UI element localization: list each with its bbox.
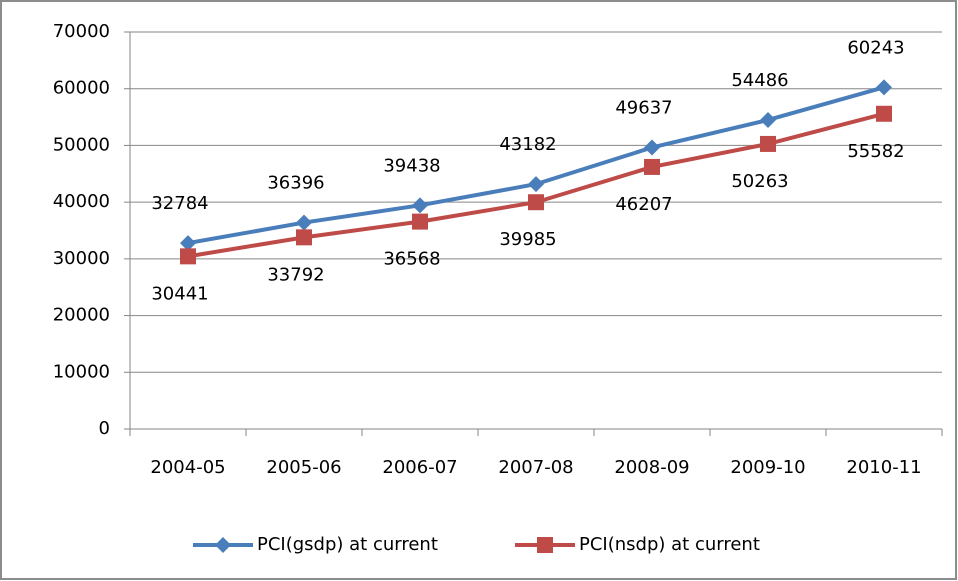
data-point (296, 214, 312, 231)
data-point (760, 111, 776, 128)
data-point (528, 176, 544, 193)
data-label: 39438 (383, 155, 440, 176)
y-tick-label: 50000 (53, 134, 110, 155)
data-label: 50263 (731, 171, 788, 192)
data-label: 46207 (615, 194, 672, 215)
data-label: 39985 (499, 229, 556, 250)
x-tick-label: 2007-08 (498, 457, 573, 478)
x-tick-label: 2004-05 (150, 457, 225, 478)
data-point (528, 194, 544, 211)
x-tick-label: 2010-11 (846, 457, 921, 478)
legend-label: PCI(nsdp) at current (579, 534, 760, 555)
y-tick-label: 60000 (53, 78, 110, 99)
data-label: 36568 (383, 249, 440, 270)
data-label: 32784 (151, 193, 208, 214)
data-point (412, 213, 428, 230)
data-label: 60243 (847, 37, 904, 58)
data-label: 43182 (499, 134, 556, 155)
data-point (644, 158, 660, 175)
y-tick-label: 70000 (53, 21, 110, 42)
data-point (180, 248, 196, 265)
data-point (760, 135, 776, 152)
data-point (180, 235, 196, 252)
data-label: 36396 (267, 173, 324, 194)
data-label: 30441 (151, 283, 208, 304)
y-tick-label: 10000 (53, 361, 110, 382)
data-point (644, 139, 660, 156)
y-tick-label: 0 (99, 418, 110, 439)
x-tick-label: 2006-07 (382, 457, 457, 478)
data-label: 54486 (731, 70, 788, 91)
legend-marker (537, 537, 553, 553)
data-point (296, 229, 312, 246)
y-tick-label: 40000 (53, 191, 110, 212)
y-tick-label: 30000 (53, 248, 110, 269)
legend-label: PCI(gsdp) at current (257, 534, 438, 555)
y-tick-label: 20000 (53, 305, 110, 326)
x-tick-label: 2008-09 (614, 457, 689, 478)
legend-marker (215, 537, 231, 553)
x-tick-label: 2005-06 (266, 457, 341, 478)
data-label: 49637 (615, 97, 672, 118)
x-tick-label: 2009-10 (730, 457, 805, 478)
data-point (412, 197, 428, 214)
data-label: 55582 (847, 141, 904, 162)
data-point (876, 79, 892, 96)
data-point (876, 105, 892, 122)
data-label: 33792 (267, 264, 324, 285)
